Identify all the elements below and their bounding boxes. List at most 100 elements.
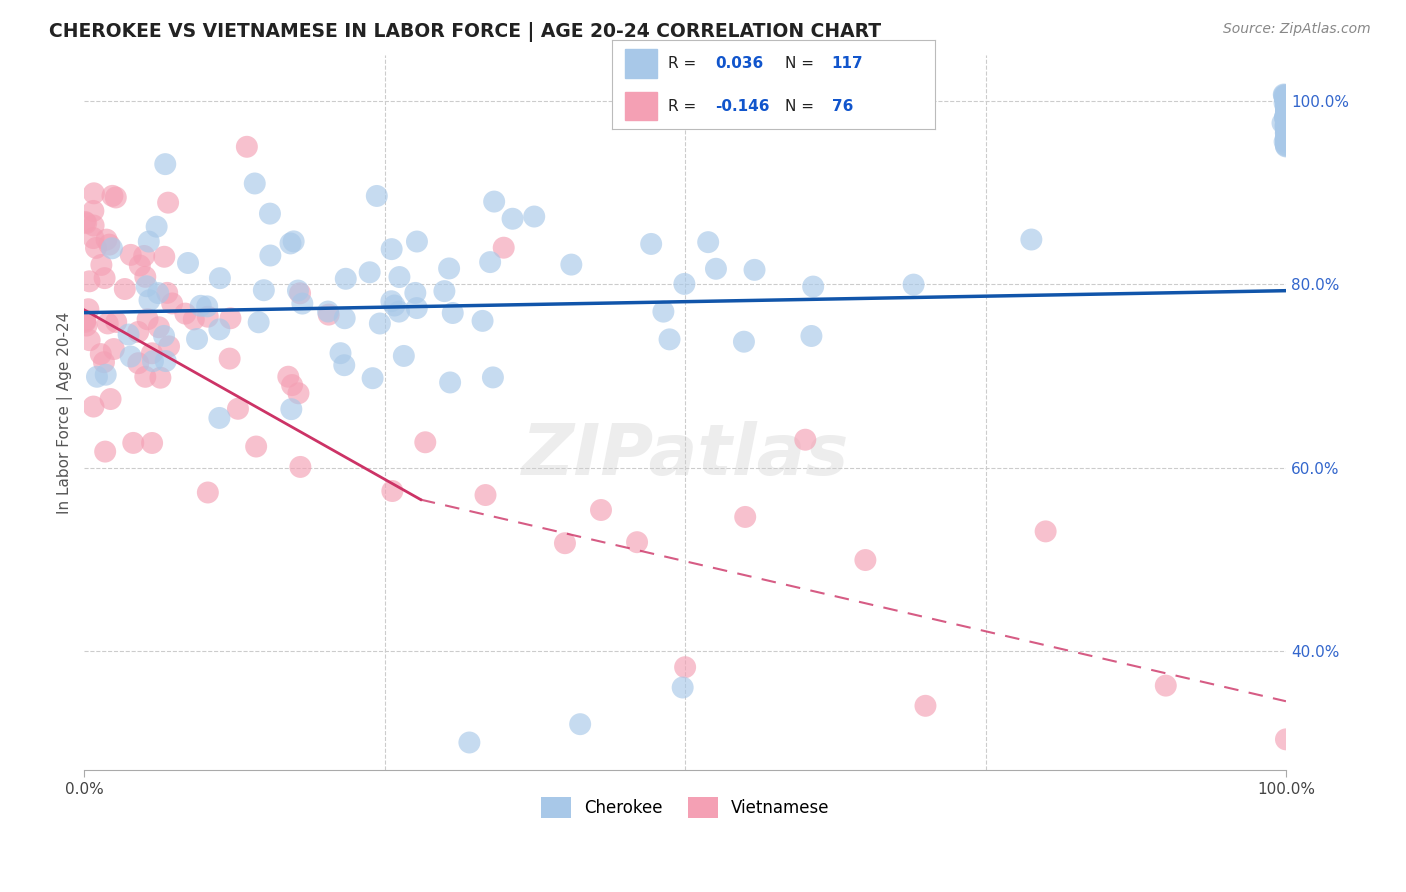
Point — [1275, 108, 1298, 122]
Point — [673, 660, 696, 674]
Point — [1272, 87, 1295, 102]
Point — [914, 698, 936, 713]
Point — [138, 293, 160, 308]
Point — [380, 294, 402, 309]
Point — [316, 304, 339, 318]
Point — [90, 347, 112, 361]
Point — [160, 296, 183, 310]
Point — [388, 304, 411, 318]
Point — [141, 346, 163, 360]
Text: N =: N = — [785, 56, 818, 70]
Point — [157, 195, 180, 210]
Point — [392, 349, 415, 363]
Point — [853, 553, 876, 567]
Point — [329, 346, 352, 360]
Point — [219, 311, 242, 326]
Point — [120, 350, 142, 364]
Point — [155, 157, 177, 171]
Point — [1275, 101, 1298, 115]
Text: R =: R = — [668, 99, 702, 113]
Point — [482, 370, 505, 384]
Point — [208, 271, 231, 285]
Point — [1275, 115, 1298, 129]
Point — [226, 401, 249, 416]
Text: 117: 117 — [831, 56, 863, 70]
Point — [93, 355, 115, 369]
Point — [287, 386, 309, 401]
Point — [744, 263, 766, 277]
Point — [75, 315, 97, 329]
Point — [245, 440, 267, 454]
Point — [84, 241, 107, 255]
Point — [236, 140, 259, 154]
Point — [560, 258, 582, 272]
Point — [82, 203, 104, 218]
Point — [288, 286, 311, 301]
Text: Source: ZipAtlas.com: Source: ZipAtlas.com — [1223, 22, 1371, 37]
Point — [471, 314, 494, 328]
Point — [138, 235, 160, 249]
Point — [652, 304, 675, 318]
Point — [283, 235, 305, 249]
Point — [1035, 524, 1057, 539]
Point — [253, 283, 276, 297]
Point — [801, 279, 824, 293]
Point — [734, 510, 756, 524]
Point — [1274, 110, 1296, 124]
Point — [291, 296, 314, 310]
Point — [186, 332, 208, 346]
Point — [1274, 89, 1296, 103]
Point — [569, 717, 592, 731]
Point — [640, 236, 662, 251]
Point — [148, 320, 170, 334]
Point — [101, 241, 124, 255]
Point — [1274, 111, 1296, 125]
Point — [98, 237, 121, 252]
Point — [97, 317, 120, 331]
Point — [1275, 103, 1298, 117]
Point — [93, 271, 115, 285]
Bar — [624, 92, 657, 120]
Point — [1275, 122, 1298, 136]
Point — [79, 274, 101, 288]
Point — [1274, 90, 1296, 104]
Point — [114, 282, 136, 296]
Legend: Cherokee, Vietnamese: Cherokee, Vietnamese — [533, 789, 838, 826]
Point — [134, 249, 156, 263]
Point — [145, 219, 167, 234]
Point — [1275, 138, 1298, 153]
Point — [673, 277, 696, 291]
Point — [794, 433, 817, 447]
Point — [82, 231, 104, 245]
Point — [502, 211, 524, 226]
Point — [1275, 99, 1298, 113]
Point — [406, 235, 429, 249]
Point — [1275, 88, 1298, 103]
Point — [1274, 96, 1296, 111]
Y-axis label: In Labor Force | Age 20-24: In Labor Force | Age 20-24 — [58, 311, 73, 514]
Point — [218, 351, 240, 366]
Point — [277, 369, 299, 384]
Point — [333, 311, 356, 326]
Point — [197, 485, 219, 500]
Text: R =: R = — [668, 56, 702, 70]
Point — [1275, 109, 1298, 123]
Point — [1154, 679, 1177, 693]
Point — [1275, 122, 1298, 136]
Point — [142, 354, 165, 368]
Text: CHEROKEE VS VIETNAMESE IN LABOR FORCE | AGE 20-24 CORRELATION CHART: CHEROKEE VS VIETNAMESE IN LABOR FORCE | … — [49, 22, 882, 42]
Point — [523, 210, 546, 224]
Point — [96, 233, 118, 247]
Point — [100, 392, 122, 406]
Point — [1275, 104, 1298, 119]
Text: 0.036: 0.036 — [716, 56, 763, 70]
Point — [1272, 88, 1295, 103]
Point — [127, 325, 149, 339]
Point — [672, 681, 695, 695]
Point — [335, 272, 357, 286]
Point — [1275, 94, 1298, 108]
Point — [149, 370, 172, 384]
Point — [208, 322, 231, 336]
Point — [153, 329, 176, 343]
Point — [381, 483, 404, 498]
